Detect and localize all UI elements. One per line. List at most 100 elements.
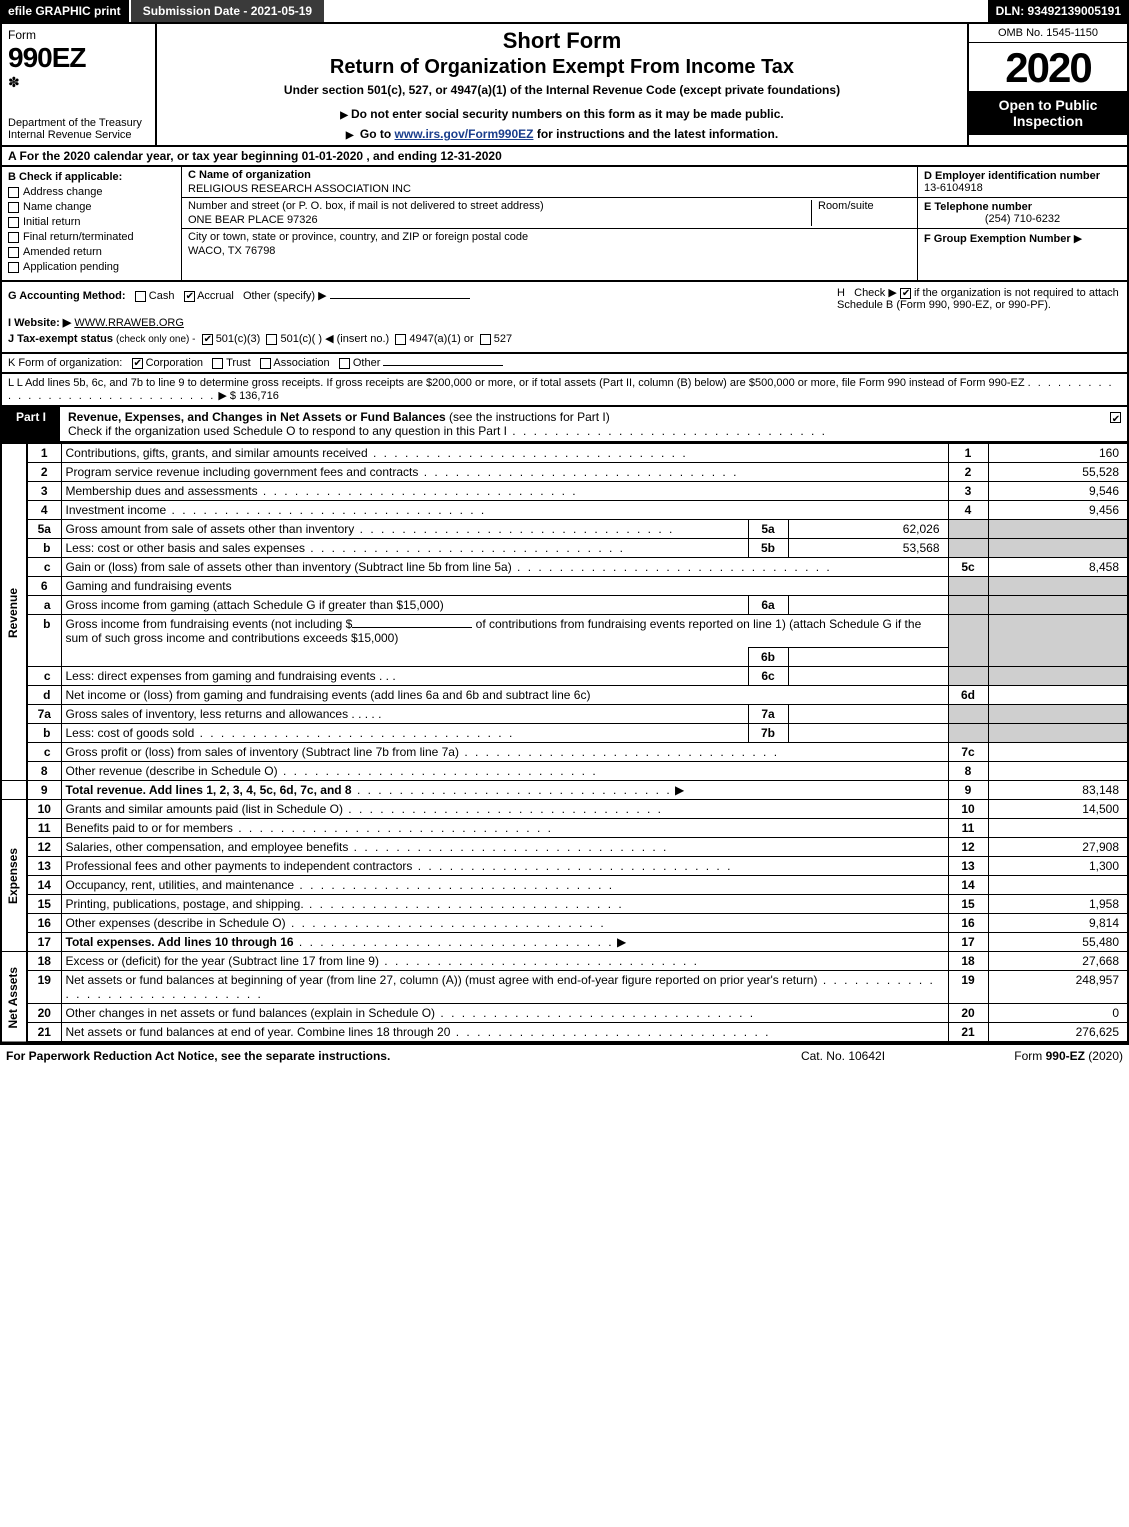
chk-label: Initial return bbox=[23, 216, 80, 228]
line-col: 5c bbox=[948, 558, 988, 577]
line-desc: Less: cost of goods sold bbox=[61, 724, 748, 743]
line-num: 10 bbox=[27, 800, 61, 819]
subline-val: 62,026 bbox=[788, 520, 948, 539]
assoc-label: Association bbox=[273, 357, 329, 369]
chk-4947[interactable] bbox=[395, 334, 406, 345]
other-org-label: Other bbox=[353, 357, 381, 369]
footer-form-ref: Form 990-EZ (2020) bbox=[943, 1049, 1123, 1063]
part-1-check-line: Check if the organization used Schedule … bbox=[68, 424, 507, 438]
chk-address-change[interactable]: Address change bbox=[8, 186, 175, 198]
line-num: 5a bbox=[27, 520, 61, 539]
chk-assoc[interactable] bbox=[260, 358, 271, 369]
website-link[interactable]: WWW.RRAWEB.ORG bbox=[74, 317, 184, 329]
line-val bbox=[988, 762, 1128, 781]
line-num: 2 bbox=[27, 463, 61, 482]
chk-corp[interactable] bbox=[132, 358, 143, 369]
chk-cash[interactable] bbox=[135, 291, 146, 302]
line-col: 17 bbox=[948, 933, 988, 952]
e-label: E Telephone number bbox=[924, 201, 1121, 213]
line-desc: Membership dues and assessments bbox=[61, 482, 948, 501]
4947-label: 4947(a)(1) or bbox=[409, 333, 473, 345]
line-col: 18 bbox=[948, 952, 988, 971]
city-row: City or town, state or province, country… bbox=[182, 229, 917, 259]
line-val: 9,814 bbox=[988, 914, 1128, 933]
h-check-text: Check ▶ bbox=[854, 287, 897, 299]
subline-box: 6a bbox=[748, 596, 788, 615]
irs-link[interactable]: www.irs.gov/Form990EZ bbox=[395, 127, 534, 141]
line-col-shade bbox=[948, 520, 988, 539]
chk-amended[interactable]: Amended return bbox=[8, 246, 175, 258]
checkbox-icon bbox=[1110, 412, 1121, 423]
line-desc: Program service revenue including govern… bbox=[61, 463, 948, 482]
dln-label: DLN: 93492139005191 bbox=[988, 0, 1129, 22]
line-col: 2 bbox=[948, 463, 988, 482]
subline-box: 6b bbox=[748, 648, 788, 667]
chk-trust[interactable] bbox=[212, 358, 223, 369]
chk-initial-return[interactable]: Initial return bbox=[8, 216, 175, 228]
tax-year: 2020 bbox=[969, 43, 1127, 91]
chk-application-pending[interactable]: Application pending bbox=[8, 261, 175, 273]
row-g: G Accounting Method: Cash Accrual Other … bbox=[8, 289, 831, 302]
chk-final-return[interactable]: Final return/terminated bbox=[8, 231, 175, 243]
other-input[interactable] bbox=[330, 298, 470, 299]
box-e: E Telephone number (254) 710-6232 bbox=[918, 198, 1127, 229]
subline-box: 5b bbox=[748, 539, 788, 558]
line-col-shade bbox=[948, 615, 988, 667]
line-col-shade bbox=[948, 724, 988, 743]
chk-other-org[interactable] bbox=[339, 358, 350, 369]
line-num: 12 bbox=[27, 838, 61, 857]
line-desc: Total expenses. Add lines 10 through 16 … bbox=[61, 933, 948, 952]
k-label: K Form of organization: bbox=[8, 357, 122, 369]
chk-501c3[interactable] bbox=[202, 334, 213, 345]
line-desc: Net income or (loss) from gaming and fun… bbox=[61, 686, 948, 705]
header-mid: Short Form Return of Organization Exempt… bbox=[157, 24, 967, 145]
line-val: 9,546 bbox=[988, 482, 1128, 501]
header-left: Form 990EZ ✽ Department of the Treasury … bbox=[2, 24, 157, 145]
line-num: d bbox=[27, 686, 61, 705]
line-desc: Other expenses (describe in Schedule O) bbox=[61, 914, 948, 933]
l-text: L Add lines 5b, 6c, and 7b to line 9 to … bbox=[17, 377, 1025, 389]
city-value: WACO, TX 76798 bbox=[188, 245, 911, 257]
line-val bbox=[988, 876, 1128, 895]
checkbox-icon bbox=[8, 202, 19, 213]
line-val: 8,458 bbox=[988, 558, 1128, 577]
box-c: C Name of organization RELIGIOUS RESEARC… bbox=[182, 167, 917, 280]
line-desc-cont bbox=[61, 648, 748, 667]
form-header: Form 990EZ ✽ Department of the Treasury … bbox=[0, 24, 1129, 147]
line-val: 55,528 bbox=[988, 463, 1128, 482]
line-desc: Gaming and fundraising events bbox=[61, 577, 948, 596]
line-desc: Professional fees and other payments to … bbox=[61, 857, 948, 876]
line-num: b bbox=[27, 539, 61, 558]
box-def: D Employer identification number 13-6104… bbox=[917, 167, 1127, 280]
line-num: 3 bbox=[27, 482, 61, 501]
form-number: 990EZ bbox=[8, 42, 149, 74]
line-val: 276,625 bbox=[988, 1023, 1128, 1043]
line-val-shade bbox=[988, 539, 1128, 558]
line-desc: Gain or (loss) from sale of assets other… bbox=[61, 558, 948, 577]
chk-527[interactable] bbox=[480, 334, 491, 345]
row-l: L L Add lines 5b, 6c, and 7b to line 9 t… bbox=[0, 374, 1129, 407]
line-num: 14 bbox=[27, 876, 61, 895]
chk-label: Final return/terminated bbox=[23, 231, 134, 243]
cash-label: Cash bbox=[149, 290, 175, 302]
under-section: Under section 501(c), 527, or 4947(a)(1)… bbox=[167, 83, 957, 97]
chk-accrual[interactable] bbox=[184, 291, 195, 302]
line-num: b bbox=[27, 724, 61, 743]
6b-amount-input[interactable] bbox=[352, 627, 472, 628]
line-desc: Net assets or fund balances at end of ye… bbox=[61, 1023, 948, 1043]
trust-label: Trust bbox=[226, 357, 251, 369]
line-col: 4 bbox=[948, 501, 988, 520]
part-1-checkbox[interactable] bbox=[1103, 407, 1127, 441]
chk-501c[interactable] bbox=[266, 334, 277, 345]
efile-print-button[interactable]: efile GRAPHIC print bbox=[0, 0, 131, 22]
line-num: c bbox=[27, 558, 61, 577]
line-val: 27,908 bbox=[988, 838, 1128, 857]
line-val bbox=[988, 686, 1128, 705]
other-org-input[interactable] bbox=[383, 365, 503, 366]
l-value: $ 136,716 bbox=[230, 390, 279, 402]
box-d: D Employer identification number 13-6104… bbox=[918, 167, 1127, 198]
chk-name-change[interactable]: Name change bbox=[8, 201, 175, 213]
line-num: c bbox=[27, 743, 61, 762]
chk-h[interactable] bbox=[900, 288, 911, 299]
open-inspection: Open to Public Inspection bbox=[969, 91, 1127, 135]
